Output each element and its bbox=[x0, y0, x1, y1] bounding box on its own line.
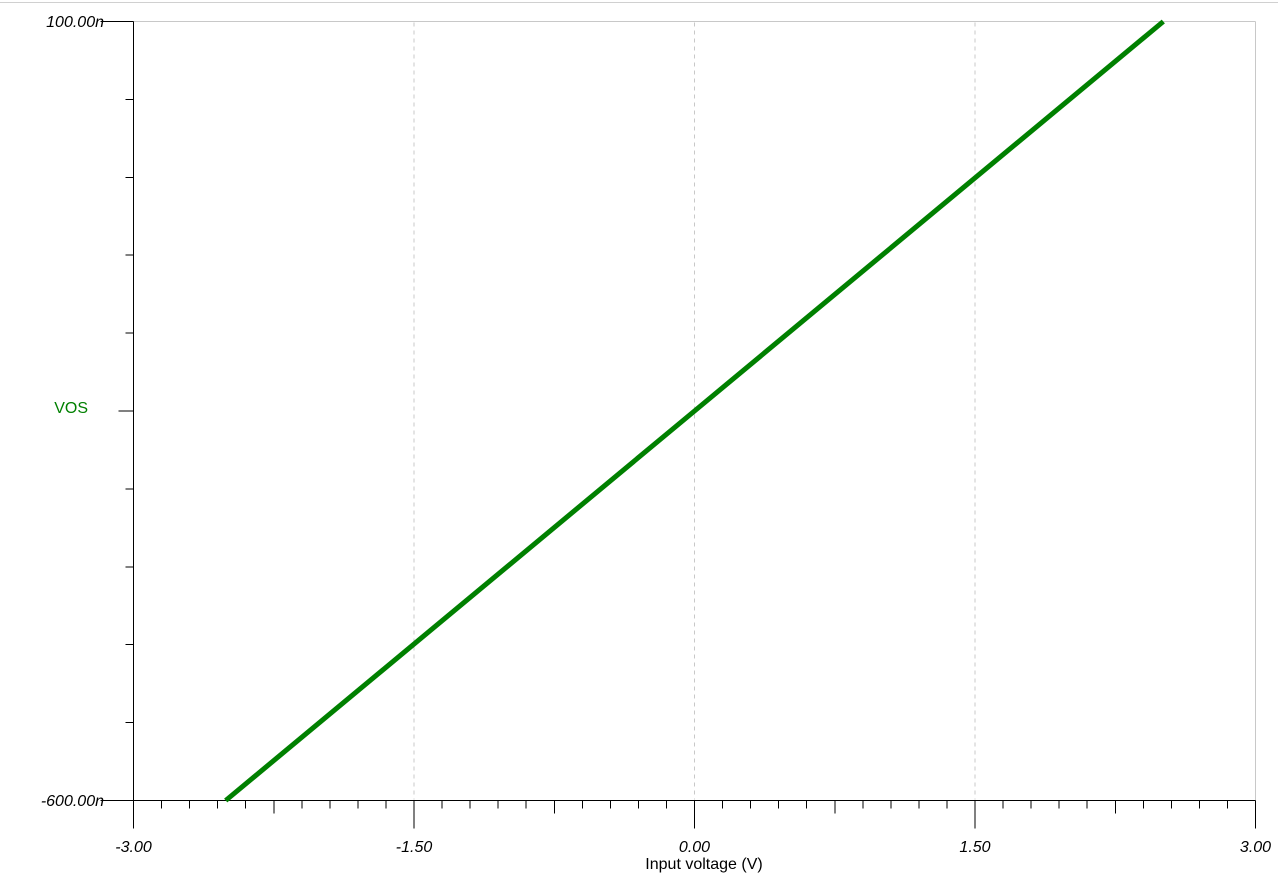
x-tick-labels: -3.00 -1.50 0.00 1.50 3.00 bbox=[115, 839, 1271, 856]
x-tick-label: 0.00 bbox=[679, 839, 710, 856]
x-axis-title: Input voltage (V) bbox=[645, 856, 762, 873]
x-tick-label: -3.00 bbox=[115, 839, 152, 856]
series-lines bbox=[224, 19, 1165, 803]
y-axis-max-label: 100.00n bbox=[46, 14, 104, 31]
x-tick-label: 1.50 bbox=[959, 839, 990, 856]
axis-ticks bbox=[100, 21, 1256, 829]
window-top-border bbox=[0, 2, 1278, 3]
series-line-vos bbox=[224, 19, 1165, 803]
x-tick-label: -1.50 bbox=[396, 839, 433, 856]
x-tick-label: 3.00 bbox=[1240, 839, 1271, 856]
y-axis-min-label: -600.00n bbox=[41, 793, 104, 810]
y-axis-series-label: VOS bbox=[54, 400, 88, 417]
gridlines bbox=[413, 22, 976, 800]
